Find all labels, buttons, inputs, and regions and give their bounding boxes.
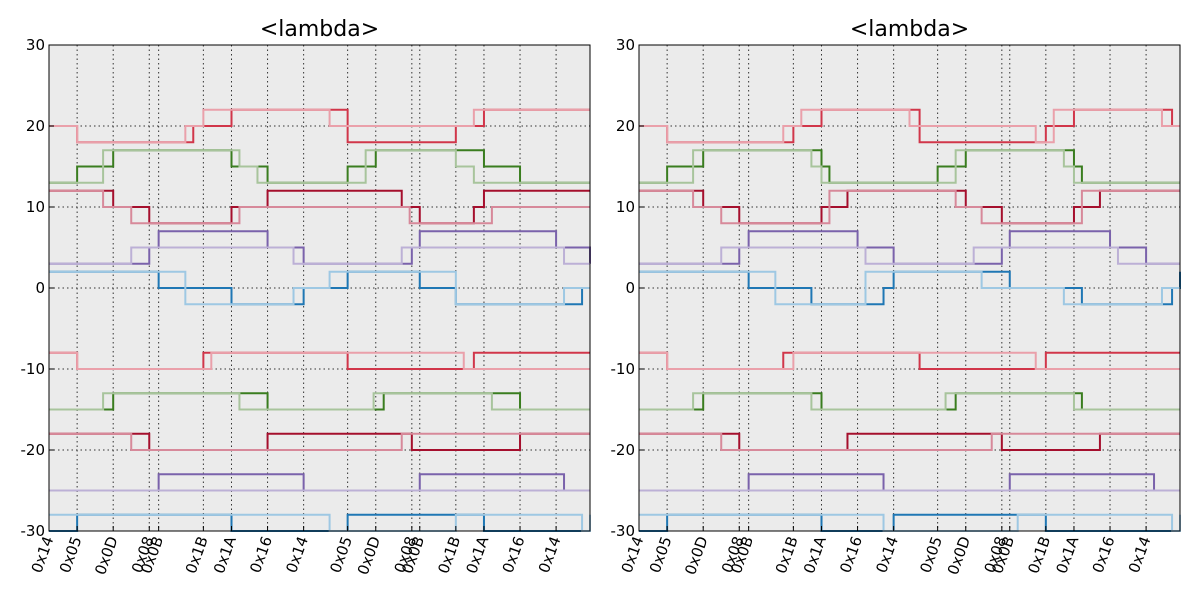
series-blue-mid-faded — [49, 270, 590, 306]
ytick-label: -10 — [611, 360, 636, 378]
series-crimson-mid — [49, 189, 590, 225]
ytick-label: -10 — [21, 360, 46, 378]
xtick-label: 0x14 — [618, 534, 648, 575]
xtick-label: 0x14 — [28, 534, 58, 575]
series-crimson-low-faded — [639, 432, 1180, 451]
chart-panel-right: -30 -20 -10 0 10 20 30 0x14 0x05 0x0D 0x08 0x0B 0x1B… — [590, 0, 1190, 600]
xtick-label: 0x1A — [1052, 533, 1082, 576]
chart-panel-left: -30 -20 -10 0 10 20 30 0x14 0x05 0x0D 0x08 0x0B 0x1B… — [21, 17, 591, 577]
series-crimson-mid-faded — [639, 189, 1180, 225]
xtick-label: 0x05 — [56, 534, 86, 575]
ytick-label: 30 — [26, 36, 45, 54]
xtick-label: 0x14 — [872, 534, 902, 575]
xtick-label: 0x05 — [646, 534, 676, 575]
xtick-label: 0x16 — [246, 534, 276, 575]
xtick-label: 0x05 — [916, 534, 946, 575]
series-red-top-faded — [639, 108, 1180, 144]
xtick-label: 0x05 — [326, 534, 356, 575]
xtick-label: 0x1A — [800, 533, 830, 576]
ytick-label: 30 — [616, 36, 635, 54]
xtick-label: 0x1B — [1024, 534, 1054, 576]
ytick-label: 20 — [26, 117, 45, 135]
chart-title: <lambda> — [850, 17, 969, 42]
xtick-label: 0x0D — [91, 534, 121, 577]
series-red-low-faded — [49, 351, 590, 370]
series-crimson-low — [49, 432, 590, 451]
series-green-low-faded — [639, 392, 1180, 411]
xtick-label: 0x16 — [836, 534, 866, 575]
ytick-label: 0 — [35, 279, 45, 297]
xtick-label: 0x0D — [681, 534, 711, 577]
xtick-label: 0x16 — [499, 534, 529, 575]
ytick-label: -30 — [611, 522, 636, 540]
xtick-label: 0x14 — [282, 534, 312, 575]
xtick-label: 0x1B — [434, 534, 464, 576]
series-crimson-mid-faded — [49, 189, 590, 225]
xtick-label: 0x0D — [354, 534, 384, 577]
xtick-label: 0x0D — [944, 534, 974, 577]
series-green-top-faded — [639, 149, 1180, 184]
series-red-top-faded — [49, 108, 590, 144]
series-crimson-low-faded — [49, 432, 590, 451]
series-crimson-low — [639, 432, 1180, 451]
ytick-label: 10 — [616, 198, 635, 216]
series-green-top-faded — [49, 149, 590, 184]
ytick-label: 20 — [616, 117, 635, 135]
xtick-label: 0x1A — [462, 533, 492, 576]
series-purple-mid-faded — [49, 246, 590, 265]
series-purple-mid-faded — [639, 246, 1180, 265]
series-red-low-faded — [639, 351, 1180, 370]
ytick-label: 0 — [625, 279, 635, 297]
series-blue-mid-faded — [639, 270, 1180, 306]
ytick-label: -20 — [611, 441, 636, 459]
xtick-label: 0x1B — [182, 534, 212, 576]
ytick-label: -30 — [21, 522, 46, 540]
series-green-low-faded — [49, 392, 590, 411]
chart-title: <lambda> — [260, 17, 379, 42]
xtick-label: 0x14 — [535, 534, 565, 575]
xtick-label: 0x16 — [1089, 534, 1119, 575]
ytick-label: -20 — [21, 441, 46, 459]
xtick-label: 0x1A — [210, 533, 240, 576]
xtick-label: 0x1B — [772, 534, 802, 576]
ytick-label: 10 — [26, 198, 45, 216]
xtick-label: 0x14 — [1125, 534, 1155, 575]
